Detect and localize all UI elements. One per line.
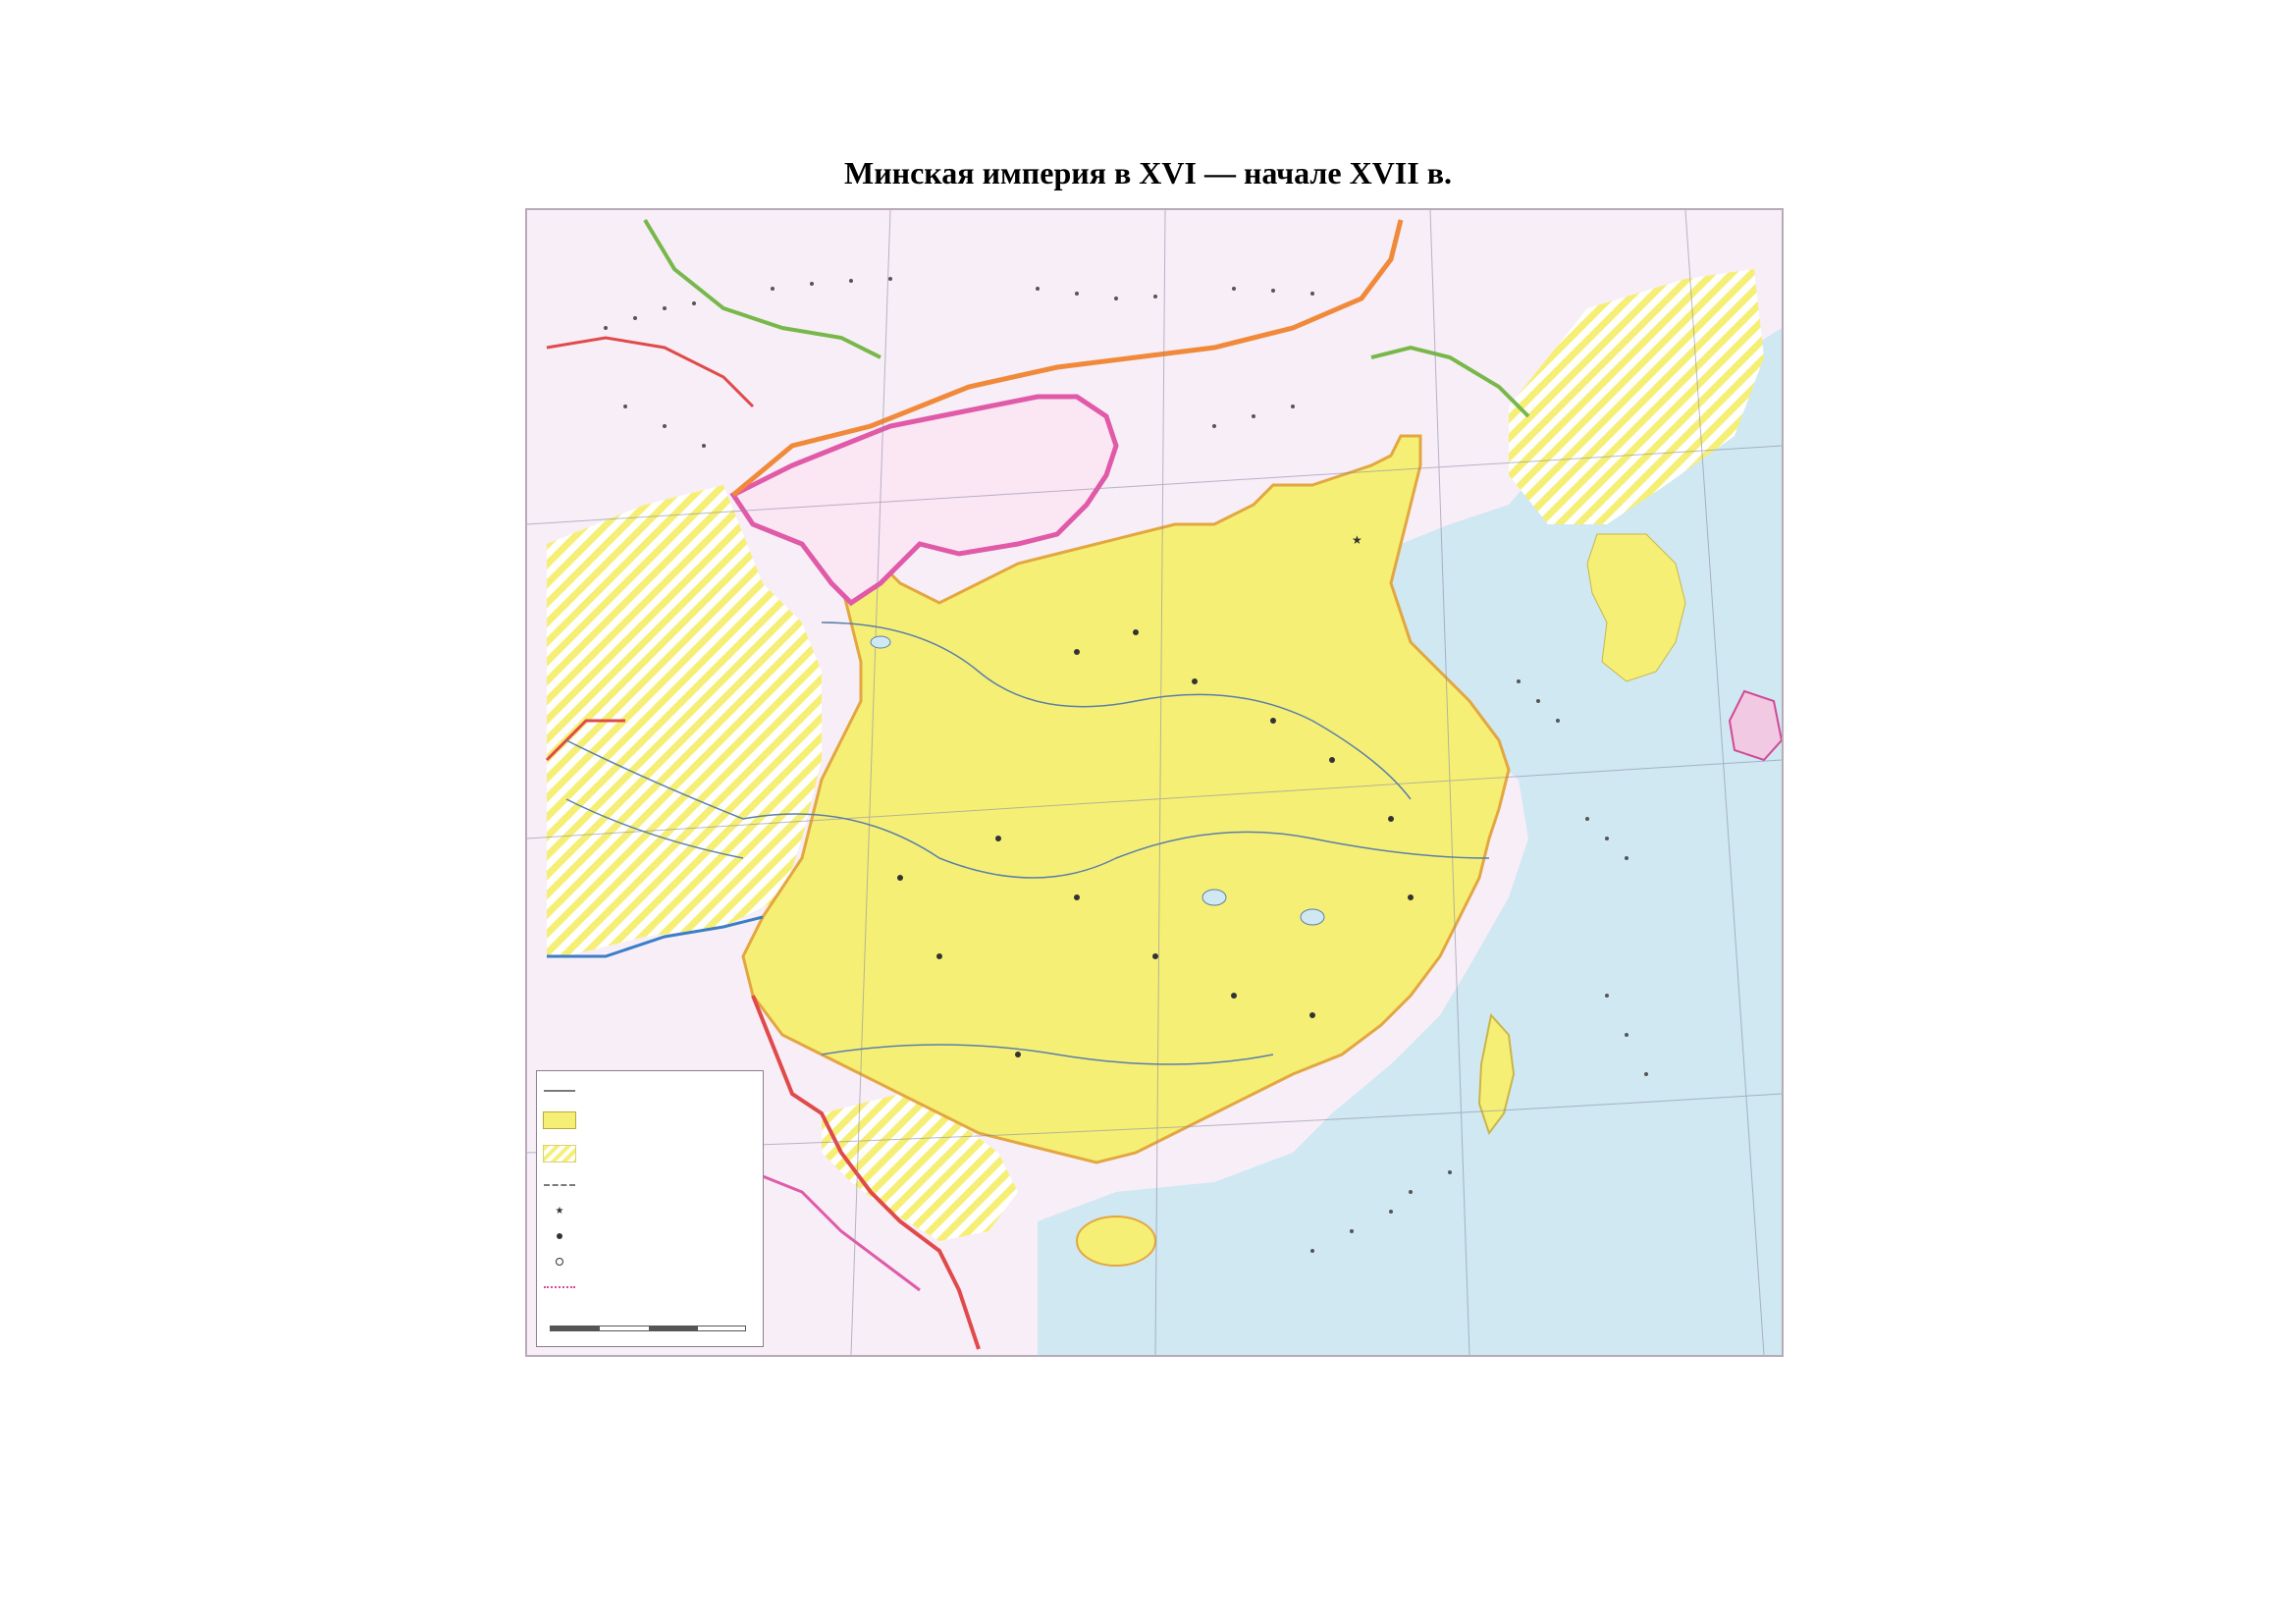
northwest-border [545, 336, 755, 762]
capital-marker: ★ [555, 1205, 564, 1217]
state-border-line [544, 1090, 575, 1092]
legend-item-sea-route [543, 1275, 584, 1299]
taiwan-island [1477, 1012, 1516, 1136]
mountain-ranges [604, 277, 1648, 1253]
korea [1586, 533, 1686, 682]
japan-kyushu [1728, 689, 1782, 762]
hainan-island [1076, 1216, 1156, 1267]
scale-bar [550, 1325, 746, 1331]
legend-item-capital: ★ [543, 1199, 584, 1222]
ming-territory [741, 434, 1511, 1164]
northeast-border [643, 218, 1530, 418]
map-frame: ★ ★ [525, 208, 1784, 1357]
legend-item-dependent-territory [543, 1142, 584, 1165]
dependent-territory-northeast [1509, 269, 1764, 524]
capital-marker: ★ [1352, 533, 1362, 547]
province-center-marker [557, 1233, 562, 1239]
legend-item-state-border [543, 1079, 584, 1103]
rivers [565, 622, 1490, 1065]
city-marker [556, 1258, 563, 1266]
southwest-border [751, 995, 981, 1350]
lake [1201, 889, 1227, 906]
dependent-territory-west [547, 485, 822, 956]
dependent-territory-south [822, 1094, 1018, 1241]
lake [1300, 908, 1325, 926]
legend-item-province-border [543, 1173, 584, 1197]
graticule [527, 210, 1782, 1355]
legend-item-ming-territory [543, 1109, 584, 1132]
province-border-line [544, 1184, 575, 1186]
tibet-border [547, 915, 764, 958]
map-legend: ★ [536, 1070, 764, 1347]
page-title: Минская империя в XVI — начале XVII в. [844, 155, 1452, 190]
legend-item-province-center [543, 1224, 584, 1248]
dependent-territory-swatch [543, 1145, 576, 1163]
map-drawing: ★ [527, 210, 1782, 1355]
sea-route-line [544, 1286, 575, 1288]
city-markers [897, 629, 1414, 1057]
legend-item-city [543, 1250, 584, 1273]
ming-territory-swatch [543, 1111, 576, 1129]
lake [870, 635, 891, 649]
northern-border [731, 219, 1404, 497]
